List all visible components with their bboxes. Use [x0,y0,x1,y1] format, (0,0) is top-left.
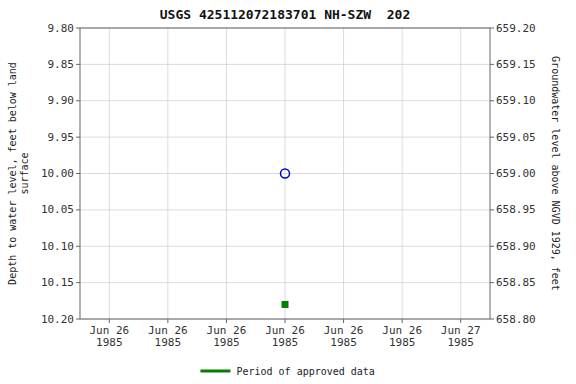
tick-label: 10.00 [41,167,74,180]
title: USGS 425112072183701 NH-SZW 202 [160,7,410,22]
tick [490,64,494,65]
tick [76,173,80,174]
grid-line [167,28,168,319]
y-axis: 9.80 9.85 9.90 9.95 10.00 10.05 10.10 10.15 10.2… [41,22,80,326]
text-line: 1985 [389,336,416,349]
tick-label: 10.15 [41,276,74,289]
tick-label: Jun 261985 [148,324,188,349]
text-line: 1985 [272,336,299,349]
tick-label: 9.95 [48,131,75,144]
x-axis: Jun 261985 Jun 261985 Jun 261985 Jun 261985… [89,319,480,349]
point [281,169,290,178]
text-line: 1985 [447,336,474,349]
tick [490,319,494,320]
tick-label: Jun 261985 [382,324,422,349]
tick-label: 658.95 [496,203,536,216]
tick [402,319,403,323]
tick-label: Jun 261985 [324,324,364,349]
grid-line [109,28,110,319]
tick-label: 9.80 [48,22,75,35]
tick [490,28,494,29]
grid [80,28,490,319]
tick-label: 659.00 [496,167,536,180]
tick [167,319,168,323]
tick [76,246,80,247]
y-axis-label: Depth to water level, feet below landsur… [7,62,30,285]
tick [76,100,80,101]
tick [76,319,80,320]
grid-line [460,28,461,319]
grid-line [343,28,344,319]
tick [490,173,494,174]
text-line: Depth to water level, feet below land [7,62,18,285]
tick [76,209,80,210]
tick-label: 658.80 [496,313,536,326]
tick [490,282,494,283]
tick-label: 658.85 [496,276,536,289]
tick-label: 659.05 [496,131,536,144]
legend-swatch [200,370,230,373]
tick-label: 659.10 [496,94,536,107]
tick [490,246,494,247]
legend-label: Period of approved data [236,366,374,377]
tick-label: 659.20 [496,22,536,35]
y2-axis-label: Groundwater level above NGVD 1929, feet [550,56,561,291]
tick [226,319,227,323]
tick [490,137,494,138]
tick [285,319,286,323]
legend: Period of approved data [200,366,374,377]
tick-label: Jun 271985 [441,324,481,349]
tick [76,137,80,138]
tick-label: Jun 261985 [207,324,247,349]
marks [281,169,290,307]
tick-label: Jun 261985 [265,324,305,349]
point [282,301,288,307]
text-line: surface [19,152,30,194]
tick-label: 10.05 [41,203,74,216]
text-line: 1985 [330,336,357,349]
tick-label: 10.10 [41,240,74,253]
text-line: 1985 [155,336,182,349]
y2-axis: 659.20 659.15 659.10 659.05 659.00 658.95 658.… [490,22,536,326]
plot-frame [80,28,490,319]
tick [76,64,80,65]
grid-line [402,28,403,319]
tick-label: Jun 261985 [89,324,129,349]
text-line: 1985 [96,336,123,349]
tick [76,282,80,283]
tick [490,209,494,210]
tick-label: 658.90 [496,240,536,253]
grid-line [285,28,286,319]
tick [343,319,344,323]
chart: 9.80 9.85 9.90 9.95 10.00 10.05 10.10 10.15 10.2… [0,0,576,384]
grid-line [226,28,227,319]
tick [460,319,461,323]
tick-label: 659.15 [496,58,536,71]
tick [76,28,80,29]
text-line: 1985 [213,336,240,349]
tick [109,319,110,323]
tick-label: 10.20 [41,313,74,326]
tick-label: 9.85 [48,58,75,71]
tick [490,100,494,101]
tick-label: 9.90 [48,94,75,107]
